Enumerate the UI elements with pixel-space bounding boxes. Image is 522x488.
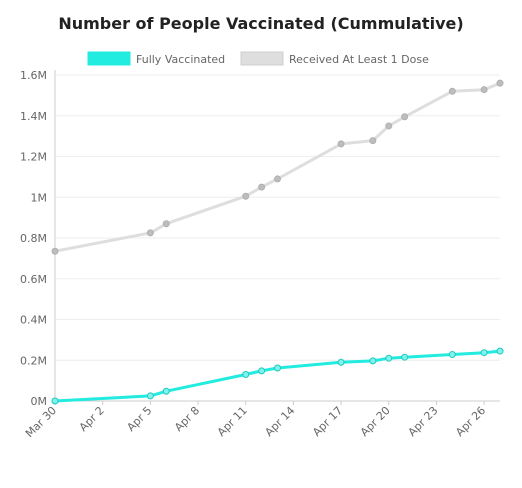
x-tick-label: Apr 11 bbox=[215, 404, 250, 439]
data-point-received-at-least-1-dose[interactable] bbox=[448, 87, 456, 95]
data-point-fully-vaccinated[interactable] bbox=[496, 347, 504, 355]
y-tick-label: 0.6M bbox=[20, 273, 47, 286]
legend-label-fully-vaccinated[interactable]: Fully Vaccinated bbox=[136, 53, 225, 66]
x-tick-label: Apr 17 bbox=[310, 404, 345, 439]
data-point-fully-vaccinated[interactable] bbox=[274, 364, 281, 372]
data-point-fully-vaccinated[interactable] bbox=[51, 397, 59, 405]
data-point-received-at-least-1-dose[interactable] bbox=[369, 137, 377, 145]
data-point-received-at-least-1-dose[interactable] bbox=[162, 220, 170, 228]
x-tick-label: Apr 14 bbox=[262, 404, 297, 439]
series-line-fully-vaccinated bbox=[53, 349, 502, 403]
data-point-fully-vaccinated[interactable] bbox=[162, 387, 170, 395]
x-tick-label: Apr 8 bbox=[172, 404, 202, 434]
y-tick-label: 1.6M bbox=[20, 69, 47, 82]
y-tick-label: 1.2M bbox=[20, 151, 47, 164]
data-point-received-at-least-1-dose[interactable] bbox=[146, 229, 154, 237]
y-tick-label: 0M bbox=[31, 395, 48, 408]
y-tick-label: 1M bbox=[31, 191, 48, 204]
legend-label-received-at-least-1-dose[interactable]: Received At Least 1 Dose bbox=[289, 53, 429, 66]
x-tick-label: Apr 26 bbox=[453, 404, 488, 439]
legend-swatch-received-at-least-1-dose[interactable] bbox=[240, 51, 284, 66]
data-point-fully-vaccinated[interactable] bbox=[369, 357, 377, 365]
data-point-fully-vaccinated[interactable] bbox=[480, 349, 488, 357]
data-point-received-at-least-1-dose[interactable] bbox=[258, 183, 266, 191]
data-point-fully-vaccinated[interactable] bbox=[385, 354, 393, 362]
data-point-received-at-least-1-dose[interactable] bbox=[385, 122, 393, 130]
x-tick-label: Apr 20 bbox=[358, 404, 393, 439]
data-point-fully-vaccinated[interactable] bbox=[401, 353, 409, 361]
data-point-received-at-least-1-dose[interactable] bbox=[496, 79, 504, 87]
data-point-received-at-least-1-dose[interactable] bbox=[401, 113, 409, 121]
y-tick-label: 0.2M bbox=[20, 354, 47, 367]
data-point-received-at-least-1-dose[interactable] bbox=[480, 86, 488, 94]
x-tick-label: Apr 5 bbox=[124, 404, 154, 434]
x-tick-label: Apr 23 bbox=[406, 404, 441, 439]
y-tick-label: 0.4M bbox=[20, 314, 47, 327]
x-tick-label: Apr 2 bbox=[77, 404, 107, 434]
data-point-fully-vaccinated[interactable] bbox=[448, 351, 456, 359]
data-point-received-at-least-1-dose[interactable] bbox=[51, 247, 59, 255]
legend-swatch-fully-vaccinated[interactable] bbox=[87, 51, 131, 66]
data-point-fully-vaccinated[interactable] bbox=[146, 392, 154, 400]
x-tick-label: Mar 30 bbox=[23, 404, 59, 440]
data-point-fully-vaccinated[interactable] bbox=[258, 367, 266, 375]
data-point-received-at-least-1-dose[interactable] bbox=[337, 140, 345, 148]
data-point-received-at-least-1-dose[interactable] bbox=[242, 192, 250, 200]
data-point-fully-vaccinated[interactable] bbox=[337, 358, 345, 366]
data-point-received-at-least-1-dose[interactable] bbox=[274, 175, 281, 183]
chart-title: Number of People Vaccinated (Cummulative… bbox=[58, 14, 464, 33]
y-tick-label: 1.4M bbox=[20, 110, 47, 123]
series-line-received-at-least-1-dose bbox=[53, 81, 502, 253]
y-tick-label: 0.8M bbox=[20, 232, 47, 245]
data-point-fully-vaccinated[interactable] bbox=[242, 371, 250, 379]
